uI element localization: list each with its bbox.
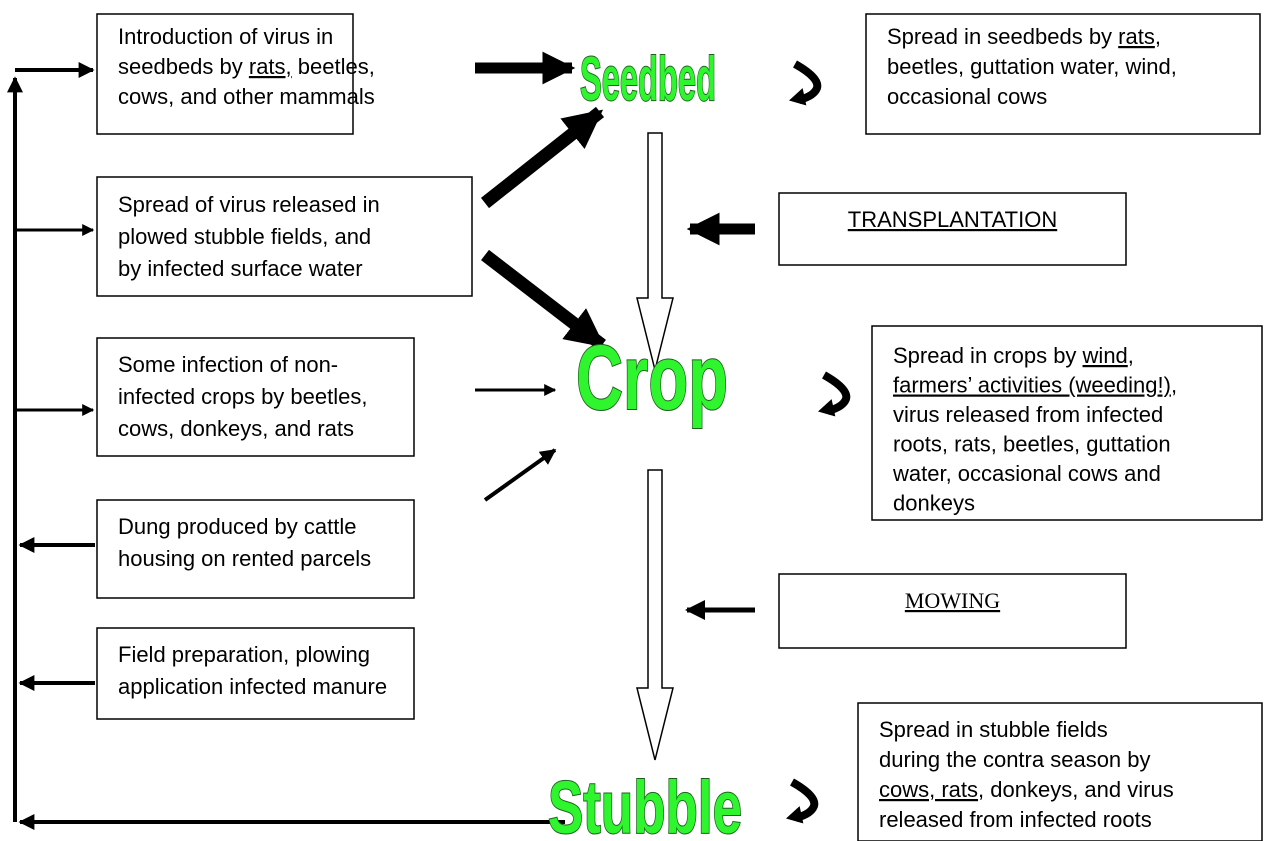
- text-span: rats,: [249, 54, 292, 79]
- text-span: ,: [1128, 343, 1134, 368]
- box-line: during the contra season by: [879, 747, 1151, 772]
- text-span: ,: [1171, 373, 1177, 398]
- box-line: farmers’ activities (weeding!),: [893, 373, 1177, 398]
- text-span: Field preparation, plowing: [118, 642, 370, 667]
- box-line: cows, donkeys, and rats: [118, 416, 354, 441]
- box-line: cows, and other mammals: [118, 84, 375, 109]
- text-box: [96, 499, 415, 599]
- box-line: Introduction of virus in: [118, 24, 333, 49]
- box-line: occasional cows: [887, 84, 1047, 109]
- box-line: roots, rats, beetles, guttation: [893, 432, 1171, 457]
- stage-label: Seedbed: [580, 45, 716, 114]
- action-box: [778, 573, 1127, 649]
- box-line: Spread of virus released in: [118, 192, 380, 217]
- text-span: cows, rats: [879, 777, 978, 802]
- box-line: Field preparation, plowing: [118, 642, 370, 667]
- action-label: MOWING: [905, 588, 1000, 613]
- text-span: ,: [1155, 24, 1161, 49]
- box-line: housing on rented parcels: [118, 546, 371, 571]
- text-span: during the contra season by: [879, 747, 1151, 772]
- box-line: seedbeds by rats, beetles,: [118, 54, 375, 79]
- text-span: roots, rats, beetles, guttation: [893, 432, 1171, 457]
- text-span: infected crops by beetles,: [118, 384, 367, 409]
- action-box: [778, 192, 1127, 266]
- text-span: seedbeds by: [118, 54, 249, 79]
- box-line: virus released from infected: [893, 402, 1163, 427]
- text-span: virus released from infected: [893, 402, 1163, 427]
- text-span: rats: [1118, 24, 1155, 49]
- text-span: Some infection of non-: [118, 352, 338, 377]
- text-box: [857, 702, 1263, 841]
- text-span: Dung produced by cattle: [118, 514, 357, 539]
- text-box: [871, 325, 1263, 521]
- box-line: water, occasional cows and: [892, 461, 1161, 486]
- box-line: cows, rats, donkeys, and virus: [879, 777, 1174, 802]
- text-span: wind: [1082, 343, 1128, 368]
- box-line: released from infected roots: [879, 807, 1152, 832]
- box-line: donkeys: [893, 491, 975, 516]
- text-span: water, occasional cows and: [892, 461, 1161, 486]
- text-span: Introduction of virus in: [118, 24, 333, 49]
- text-span: Spread in crops by: [893, 343, 1083, 368]
- text-span: cows, donkeys, and rats: [118, 416, 354, 441]
- text-span: Spread of virus released in: [118, 192, 380, 217]
- text-span: released from infected roots: [879, 807, 1152, 832]
- box-line: application infected manure: [118, 674, 387, 699]
- stage-label: Crop: [576, 327, 728, 429]
- text-span: cows, and other mammals: [118, 84, 375, 109]
- box-line: Spread in stubble fields: [879, 717, 1108, 742]
- box-line: Dung produced by cattle: [118, 514, 357, 539]
- text-box: [96, 627, 415, 720]
- box-line: infected crops by beetles,: [118, 384, 367, 409]
- box-line: plowed stubble fields, and: [118, 224, 371, 249]
- text-span: occasional cows: [887, 84, 1047, 109]
- text-span: housing on rented parcels: [118, 546, 371, 571]
- text-box: [96, 13, 354, 135]
- text-span: farmers’ activities (weeding!): [893, 373, 1171, 398]
- text-span: donkeys: [893, 491, 975, 516]
- stage-label: Stubble: [548, 766, 742, 841]
- text-span: beetles,: [292, 54, 375, 79]
- text-span: , donkeys, and virus: [978, 777, 1174, 802]
- box-line: by infected surface water: [118, 256, 363, 281]
- text-box: [96, 337, 415, 457]
- text-span: Spread in stubble fields: [879, 717, 1108, 742]
- box-line: beetles, guttation water, wind,: [887, 54, 1177, 79]
- text-span: beetles, guttation water, wind,: [887, 54, 1177, 79]
- text-span: by infected surface water: [118, 256, 363, 281]
- box-line: Some infection of non-: [118, 352, 338, 377]
- text-span: application infected manure: [118, 674, 387, 699]
- box-line: Spread in crops by wind,: [893, 343, 1134, 368]
- connectors: [7, 51, 851, 830]
- text-span: Spread in seedbeds by: [887, 24, 1118, 49]
- text-box: [865, 13, 1261, 135]
- text-box: [96, 176, 473, 297]
- text-span: plowed stubble fields, and: [118, 224, 371, 249]
- action-label: TRANSPLANTATION: [848, 207, 1057, 232]
- box-line: Spread in seedbeds by rats,: [887, 24, 1161, 49]
